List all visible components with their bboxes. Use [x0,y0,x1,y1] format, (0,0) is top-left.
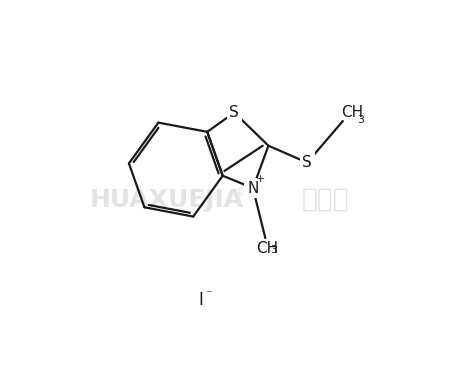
Text: I: I [199,291,203,309]
Text: ®: ® [234,188,245,198]
Text: +: + [256,174,266,184]
Text: CH: CH [256,241,278,256]
Text: CH: CH [341,105,363,120]
Text: ⁻: ⁻ [206,288,212,301]
Text: HUAXUEJIA: HUAXUEJIA [90,188,244,212]
Text: 3: 3 [270,245,277,255]
Text: S: S [302,155,312,170]
Text: S: S [230,105,239,120]
Text: 化学加: 化学加 [302,187,349,212]
Text: 3: 3 [357,115,364,125]
Text: N: N [247,180,259,196]
